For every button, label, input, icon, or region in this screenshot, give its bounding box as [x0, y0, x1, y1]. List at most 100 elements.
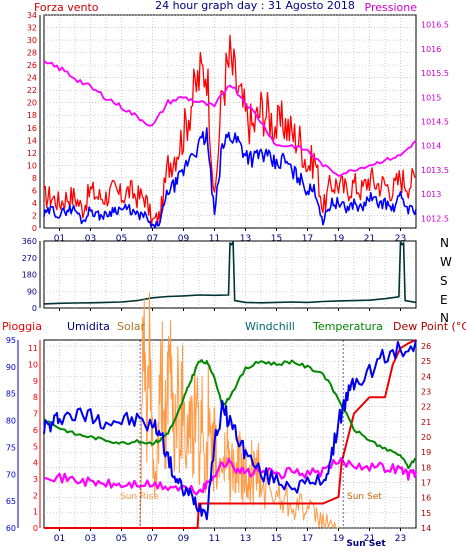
p2-ytick: 0 — [32, 304, 37, 313]
p3-ytick-temp: 16 — [421, 494, 431, 503]
p2-ytick: 360 — [22, 237, 37, 246]
p3-ytick-temp: 15 — [421, 509, 431, 518]
series-wind-speed — [43, 34, 417, 226]
p1-ytick-left: 20 — [27, 99, 37, 108]
p3-ytick-humidity: 65 — [6, 497, 16, 506]
2-xtick-label: 17 — [302, 534, 313, 544]
p1-ytick-right: 1014.5 — [421, 118, 449, 127]
2-xtick-label: 01 — [54, 534, 65, 544]
legend-umidita: Umidita — [67, 320, 110, 333]
chart-title: 24 hour graph day : 31 Agosto 2018 — [155, 0, 355, 12]
p3-ytick-temp: 19 — [421, 448, 431, 457]
2-xtick-label: 23 — [395, 534, 406, 544]
p3-ytick-temp: 14 — [421, 524, 431, 533]
2-xtick-label: 19 — [333, 534, 345, 544]
p3-ytick-temp: 26 — [421, 342, 431, 351]
p3-ytick-humidity: 80 — [6, 417, 16, 426]
compass-s: S — [440, 274, 448, 288]
compass-e: E — [440, 293, 448, 307]
p3-ytick-rain: 4 — [33, 459, 38, 468]
p3-ytick-rain: 9 — [33, 377, 38, 386]
p1-ytick-right: 1015.5 — [421, 69, 449, 78]
p1-ytick-left: 22 — [27, 86, 37, 95]
legend-pioggia: Pioggia — [2, 320, 42, 333]
p2-ytick: 270 — [22, 254, 37, 263]
p3-ytick-rain: 1 — [33, 508, 38, 517]
wind-speed-label: Forza vento — [34, 1, 99, 14]
p3-ytick-rain: 8 — [33, 393, 38, 402]
p1-ytick-left: 2 — [32, 211, 37, 220]
p1-ytick-left: 0 — [32, 224, 37, 233]
sun-rise-label: Sun Rise — [120, 492, 159, 502]
0-xtick-label: 19 — [333, 234, 345, 244]
p3-ytick-temp: 23 — [421, 388, 431, 397]
p3-ytick-rain: 10 — [28, 361, 38, 370]
p1-ytick-left: 18 — [27, 111, 37, 120]
series-rain — [44, 339, 417, 529]
p3-ytick-humidity: 85 — [6, 390, 16, 399]
0-xtick-label: 01 — [54, 234, 65, 244]
p3-ytick-rain: 5 — [33, 442, 38, 451]
legend-dewpoint: Dew Point (°C) — [393, 320, 466, 333]
p1-ytick-left: 10 — [27, 161, 37, 170]
p2-ytick: 180 — [22, 271, 37, 280]
p1-ytick-left: 30 — [27, 36, 37, 45]
p1-ytick-left: 4 — [32, 199, 37, 208]
p1-ytick-left: 8 — [32, 174, 37, 183]
series-solar — [139, 292, 339, 529]
p1-ytick-left: 16 — [27, 124, 37, 133]
0-xtick-label: 09 — [178, 234, 190, 244]
p3-ytick-rain: 6 — [33, 426, 38, 435]
p3-ytick-rain: 3 — [33, 475, 38, 484]
p1-ytick-right: 1013 — [421, 190, 441, 199]
series-humidity — [43, 339, 417, 521]
2-xtick-label: 15 — [271, 534, 282, 544]
p3-ytick-temp: 22 — [421, 403, 431, 412]
0-xtick-label: 23 — [395, 234, 406, 244]
0-xtick-label: 21 — [364, 234, 375, 244]
p3-ytick-humidity: 75 — [6, 443, 16, 452]
2-xtick-label: 09 — [178, 534, 190, 544]
p2-ytick: 90 — [27, 287, 37, 296]
sun-set-axis-label: Sun Set — [346, 539, 386, 549]
p3-ytick-humidity: 90 — [6, 363, 16, 372]
series-wind-base — [43, 127, 417, 229]
0-xtick-label: 03 — [85, 234, 96, 244]
p3-ytick-rain: 2 — [33, 491, 38, 500]
0-xtick-label: 11 — [209, 234, 220, 244]
0-xtick-label: 05 — [116, 234, 127, 244]
2-xtick-label: 13 — [240, 534, 251, 544]
compass-n-bottom: N — [440, 311, 449, 325]
p3-ytick-rain: 11 — [28, 344, 38, 353]
compass-n-top: N — [440, 236, 449, 250]
series-temperature — [43, 359, 417, 470]
p1-ytick-left: 6 — [32, 186, 37, 195]
p1-ytick-left: 34 — [27, 11, 37, 20]
p3-ytick-temp: 21 — [421, 418, 431, 427]
p3-ytick-temp: 20 — [421, 433, 431, 442]
2-xtick-label: 05 — [116, 534, 127, 544]
series-dewpoint — [43, 457, 418, 496]
legend-solar: Solar — [117, 320, 146, 333]
p1-ytick-left: 24 — [27, 74, 37, 83]
series-wind-direction — [43, 241, 417, 305]
pressure-label: Pressione — [365, 1, 418, 14]
sun-set-label: Sun Set — [347, 492, 382, 502]
2-xtick-label: 21 — [364, 534, 375, 544]
p3-ytick-temp: 24 — [421, 372, 431, 381]
0-xtick-label: 15 — [271, 234, 282, 244]
p1-ytick-right: 1015 — [421, 93, 441, 102]
legend-windchill: Windchill — [245, 320, 295, 333]
temperature-humidity-panel: 1415161718192021222324252660657075808590… — [6, 292, 431, 544]
wind-pressure-panel: 02468101214161820222426283032341012.5101… — [27, 11, 449, 244]
p1-ytick-right: 1014 — [421, 142, 441, 151]
p3-ytick-humidity: 95 — [6, 336, 16, 345]
p1-ytick-left: 12 — [27, 149, 37, 158]
p3-ytick-rain: 0 — [33, 524, 38, 533]
0-xtick-label: 13 — [240, 234, 251, 244]
p3-ytick-temp: 25 — [421, 357, 431, 366]
p1-ytick-left: 26 — [27, 61, 37, 70]
legend-temperatura: Temperatura — [312, 320, 383, 333]
series-pressure — [43, 60, 417, 177]
